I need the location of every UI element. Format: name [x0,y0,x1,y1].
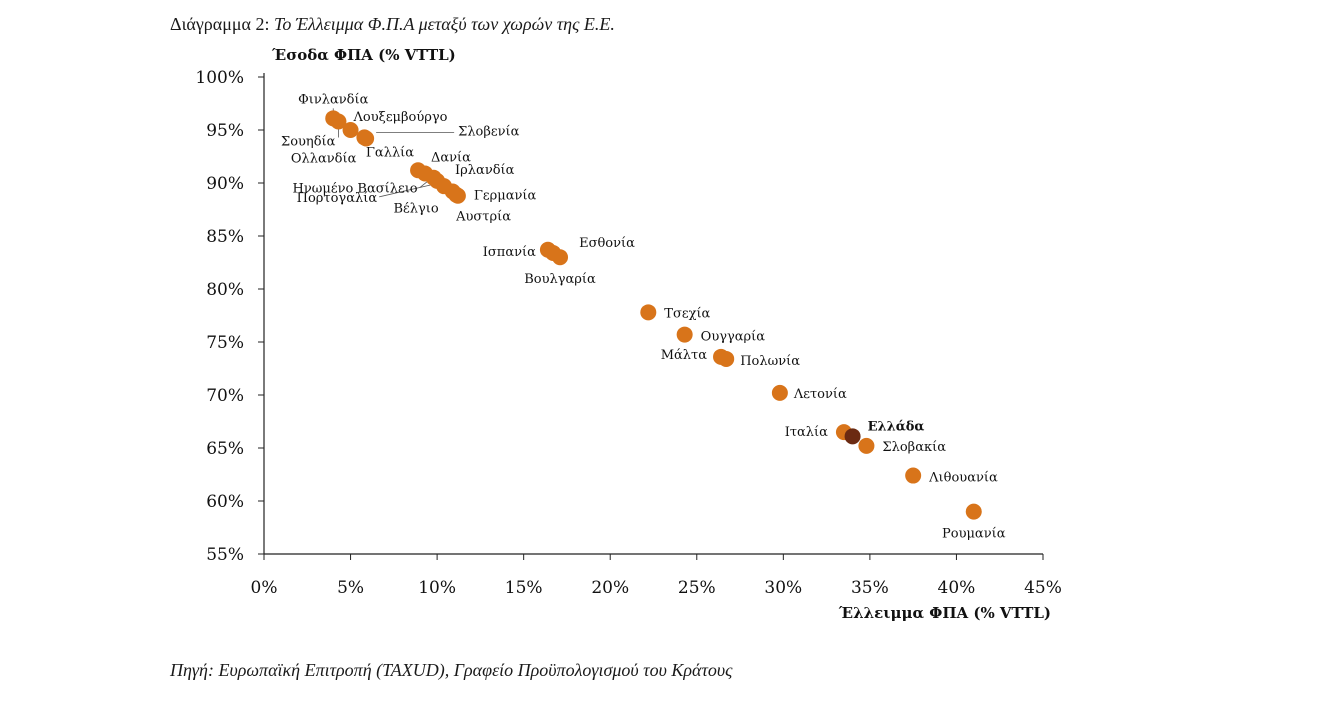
x-tick-label: 45% [1024,578,1062,598]
y-tick-label: 90% [206,174,244,194]
x-tick-label: 20% [591,578,629,598]
data-point [676,326,693,343]
data-point [552,249,569,266]
data-label: Δανία [431,150,471,165]
data-label: Σλοβενία [458,124,520,139]
data-label: Τσεχία [664,306,710,321]
x-axis-title: Έλλειμμα ΦΠΑ (% VTTL) [838,604,1051,622]
y-tick-label: 60% [206,492,244,512]
data-label: Αυστρία [455,210,511,225]
data-point [358,130,375,147]
source-note: Πηγή: Ευρωπαϊκή Επιτροπή (TAXUD), Γραφεί… [170,660,733,680]
data-point [965,503,982,520]
data-label: Ηνωμένο Βασίλειο [293,182,418,197]
data-label: Βουλγαρία [524,272,596,287]
x-tick-label: 5% [337,578,364,598]
data-label: Σλοβακία [882,440,946,455]
data-point [905,467,922,484]
data-label: Ολλανδία [291,151,357,166]
y-tick-label: 55% [206,545,244,565]
leader-line [379,184,432,198]
data-point [718,350,735,367]
data-point [342,122,359,138]
data-labels: Φινλανδία Σουηδία Λουξεμβούργο Ολλανδία Σλοβ… [281,92,1006,541]
y-tick-label: 80% [206,280,244,300]
y-tick-label: 100% [195,68,244,88]
data-point [858,437,875,454]
y-tick-label: 75% [206,333,244,353]
data-label: Ιταλία [785,425,828,440]
chart-caption: Διάγραμμα 2: Το Έλλειμμα Φ.Π.Α μεταξύ τω… [170,14,615,35]
x-tick-label: 35% [851,578,889,598]
data-label: Λετονία [793,387,847,402]
data-point [771,384,788,401]
y-tick-label: 85% [206,227,244,247]
caption-prefix: Διάγραμμα 2: [170,14,274,34]
data-label: Ρουμανία [942,527,1006,542]
data-label: Εσθονία [579,236,635,251]
data-point [330,113,347,130]
data-label: Ιρλανδία [455,163,515,178]
data-label: Λουξεμβούργο [353,110,448,125]
data-label: Ουγγαρία [701,330,766,345]
x-tick-label: 15% [505,578,543,598]
data-points [325,110,982,520]
data-label: Σουηδία [281,135,336,150]
data-label: Λιθουανία [928,471,998,486]
chart-axes: 0% 5% 10% 15% 20% 25% 30% 35% 40% 45% 55% 60% 65% 70%… [195,68,1062,598]
caption-title: Το Έλλειμμα Φ.Π.Α μεταξύ των χωρών της Ε… [273,14,615,34]
x-tick-label: 30% [764,578,802,598]
data-label: Πολωνία [740,354,800,369]
x-tick-label: 0% [251,578,278,598]
y-tick-label: 95% [206,121,244,141]
data-label: Γερμανία [474,189,537,204]
data-label: Μάλτα [661,348,708,363]
data-label: Πορτογαλία [297,191,378,206]
data-point [844,428,861,445]
y-tick-label: 70% [206,386,244,406]
data-label: Φινλανδία [298,92,369,107]
y-tick-label: 65% [206,439,244,459]
data-point [640,304,657,321]
x-tick-label: 40% [938,578,976,598]
x-tick-label: 25% [678,578,716,598]
data-label: Ισπανία [483,245,536,260]
data-label: Ελλάδα [868,419,925,434]
x-tick-label: 10% [418,578,456,598]
data-label: Γαλλία [366,145,414,160]
y-axis-title: Έσοδα ΦΠΑ (% VTTL) [271,46,456,64]
data-label: Βέλγιο [393,201,438,216]
data-point [448,186,465,203]
